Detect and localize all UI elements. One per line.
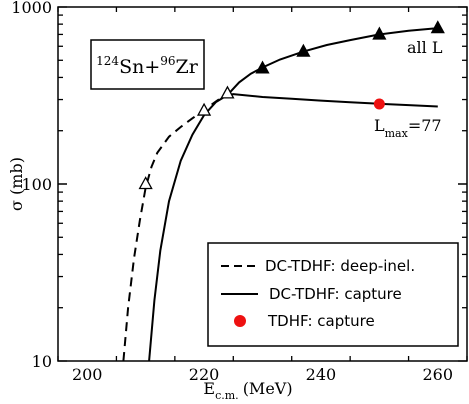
data-layer (122, 20, 445, 361)
x-tick-label: 220 (189, 365, 220, 384)
x-tick-label: 200 (72, 365, 103, 384)
y-tick-label: 100 (21, 175, 52, 194)
open-triangle-marker (138, 176, 153, 190)
y-tick-label: 10 (32, 352, 52, 371)
x-axis-title: Ec.m. (MeV) (203, 379, 292, 402)
lmax-annotation: Lmax=77 (374, 116, 442, 140)
legend-label-tdhf-capture: TDHF: capture (267, 312, 375, 330)
filled-triangle-marker (430, 20, 445, 34)
x-tick-labels: 200 220 240 260 (72, 365, 453, 384)
x-tick-label: 260 (423, 365, 454, 384)
axis-ticks (57, 6, 468, 362)
svg-text:124Sn+96Zr: 124Sn+96Zr (96, 54, 199, 78)
legend-swatch-red-dot (234, 315, 246, 327)
y-tick-label: 1000 (11, 0, 52, 17)
y-axis-title: σ (mb) (7, 157, 26, 211)
filled-triangle-marker (296, 43, 311, 57)
system-label-box: 124Sn+96Zr (90, 39, 205, 90)
legend: DC-TDHF: deep-inel. DC-TDHF: capture TDH… (207, 242, 459, 347)
y-tick-labels: 10 100 1000 (11, 0, 52, 371)
legend-label-deep-inelastic: DC-TDHF: deep-inel. (265, 257, 415, 275)
x-tick-label: 240 (306, 365, 337, 384)
filled-triangle-marker (255, 60, 270, 74)
open-triangle-marker (196, 102, 212, 116)
all-l-annotation: all L (407, 38, 443, 57)
legend-label-capture: DC-TDHF: capture (269, 285, 402, 303)
plot-area (122, 20, 445, 361)
filled-triangle-marker (372, 26, 387, 40)
open-triangle-marker (220, 85, 235, 99)
plot-frame (57, 6, 468, 362)
tdhf-capture-point (373, 98, 385, 110)
